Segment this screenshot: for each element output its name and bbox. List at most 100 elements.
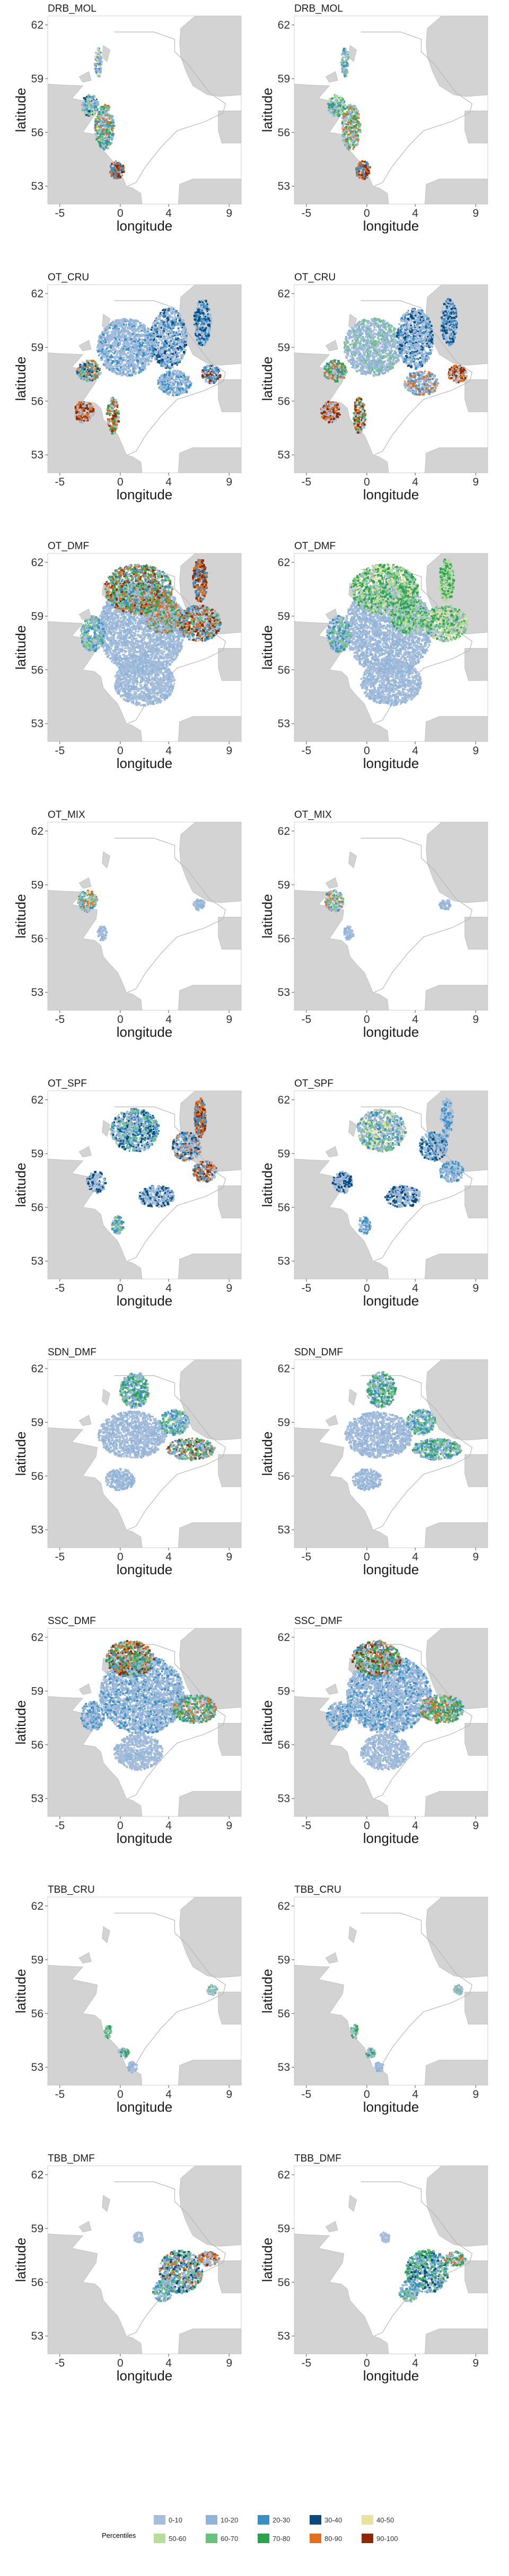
- percentile-cell: [178, 355, 180, 357]
- percentile-cell: [209, 314, 212, 317]
- percentile-cell: [167, 324, 170, 327]
- percentile-cell: [367, 163, 369, 164]
- percentile-cell: [101, 133, 104, 135]
- percentile-cell: [119, 341, 121, 344]
- percentile-cell: [170, 374, 173, 377]
- percentile-cell: [112, 425, 115, 427]
- percentile-cell: [151, 352, 153, 355]
- percentile-cell: [214, 381, 216, 384]
- percentile-cell: [345, 114, 347, 117]
- percentile-cell: [179, 317, 181, 320]
- percentile-cell: [345, 59, 348, 61]
- percentile-cell: [113, 174, 116, 177]
- percentile-cell: [86, 100, 90, 103]
- percentile-cell: [104, 353, 107, 356]
- percentile-cell: [355, 123, 357, 126]
- percentile-cell: [126, 333, 127, 336]
- percentile-cell: [80, 365, 83, 368]
- percentile-cell: [174, 357, 177, 360]
- percentile-cell: [112, 342, 115, 345]
- percentile-cell: [119, 338, 121, 340]
- percentile-cell: [157, 341, 160, 343]
- percentile-cell: [125, 346, 127, 348]
- percentile-cell: [328, 107, 330, 109]
- percentile-cell: [209, 321, 212, 324]
- percentile-cell: [136, 354, 138, 356]
- percentile-cell: [165, 355, 168, 357]
- percentile-cell: [110, 367, 113, 369]
- percentile-cell: [185, 389, 188, 392]
- percentile-cell: [169, 329, 171, 331]
- percentile-cell: [341, 108, 344, 111]
- percentile-cell: [198, 341, 200, 343]
- percentile-cell: [99, 144, 102, 146]
- percentile-cell: [112, 417, 115, 419]
- percentile-cell: [100, 145, 102, 148]
- percentile-cell: [339, 99, 342, 102]
- percentile-cell: [152, 341, 155, 343]
- percentile-cell: [131, 354, 134, 357]
- percentile-cell: [108, 134, 110, 136]
- percentile-cell: [203, 373, 204, 375]
- percentile-cell: [116, 419, 119, 422]
- percentile-cell: [85, 100, 88, 103]
- percentile-cell: [217, 377, 220, 380]
- percentile-cell: [97, 340, 100, 343]
- percentile-cell: [163, 324, 165, 325]
- percentile-cell: [344, 64, 346, 66]
- percentile-cell: [96, 376, 99, 378]
- percentile-cell: [115, 342, 117, 345]
- percentile-cell: [96, 367, 99, 370]
- percentile-cell: [169, 365, 171, 368]
- percentile-cell: [349, 107, 352, 110]
- percentile-cell: [141, 327, 144, 329]
- percentile-cell: [132, 356, 135, 358]
- percentile-cell: [127, 367, 129, 369]
- percentile-cell: [110, 174, 113, 177]
- percentile-cell: [196, 302, 199, 305]
- percentile-cell: [144, 345, 146, 347]
- percentile-cell: [104, 350, 107, 353]
- percentile-cell: [90, 104, 92, 107]
- percentile-cell: [336, 109, 338, 112]
- percentile-cell: [346, 61, 348, 64]
- percentile-cell: [155, 320, 157, 322]
- percentile-cell: [345, 126, 347, 128]
- percentile-cell: [107, 358, 110, 361]
- percentile-cell: [353, 117, 355, 119]
- percentile-cell: [148, 349, 151, 352]
- percentile-cell: [126, 341, 129, 344]
- percentile-cell: [170, 383, 172, 385]
- percentile-cell: [115, 405, 117, 407]
- percentile-cell: [90, 405, 93, 407]
- percentile-cell: [194, 316, 196, 319]
- percentile-cell: [345, 127, 347, 130]
- percentile-cell: [112, 329, 115, 332]
- percentile-cell: [122, 337, 125, 339]
- percentile-cell: [174, 359, 176, 361]
- percentile-cell: [352, 105, 355, 108]
- percentile-cell: [163, 358, 166, 360]
- study-area-outline: [114, 31, 226, 187]
- percentile-cell: [84, 403, 86, 405]
- percentile-cell: [139, 322, 142, 325]
- percentile-cell: [107, 407, 110, 409]
- percentile-cell: [365, 326, 368, 329]
- percentile-cell: [165, 345, 168, 348]
- percentile-cell: [208, 329, 210, 331]
- percentile-cell: [168, 338, 169, 340]
- percentile-cell: [166, 333, 168, 336]
- percentile-cell: [99, 63, 101, 65]
- percentile-cell: [112, 337, 115, 339]
- percentile-cell: [164, 385, 167, 388]
- percentile-cell: [367, 167, 369, 170]
- percentile-cell: [111, 115, 114, 118]
- percentile-cell: [343, 60, 345, 63]
- percentile-cell: [148, 333, 151, 336]
- percentile-cell: [80, 408, 82, 411]
- percentile-cell: [117, 342, 119, 345]
- percentile-cell: [174, 351, 177, 354]
- percentile-cell: [120, 360, 122, 362]
- percentile-cell: [107, 139, 108, 140]
- percentile-cell: [358, 123, 362, 126]
